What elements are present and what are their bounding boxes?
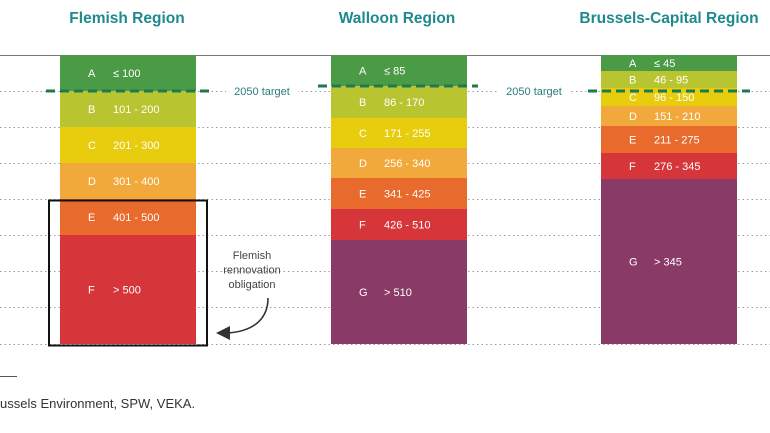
flemish-band-c-range: 201 - 300 (113, 140, 159, 152)
region-titles: Flemish Region Walloon Region Brussels-Cap… (69, 10, 758, 27)
obligation-highlight-box (48, 199, 208, 347)
annotation-line-1: Flemish (233, 250, 272, 262)
target-label-bg-2 (498, 84, 570, 99)
flemish-band-c-label: C (88, 140, 96, 152)
walloon-band-f-range: 426 - 510 (384, 220, 430, 232)
walloon-band-b-range: 86 - 170 (384, 97, 424, 109)
flemish-band-a (60, 55, 196, 91)
walloon-band-e-range: 341 - 425 (384, 189, 430, 201)
brussels-band-d-label: D (629, 111, 637, 123)
brussels-band-c-range: 96 - 150 (654, 92, 694, 104)
flemish-band-a-range: ≤ 100 (113, 68, 140, 80)
walloon-band-c-range: 171 - 255 (384, 128, 430, 140)
label-bars: A ≤ 100 B 101 - 200 C 201 - 300 D 301 - 400 E 401… (60, 55, 737, 344)
walloon-band-a-label: A (359, 66, 367, 78)
annotation-line-3: obligation (228, 279, 275, 291)
walloon-band-e-label: E (359, 189, 366, 201)
annotation-line-2: rennovation (223, 265, 281, 277)
region-title-flemish: Flemish Region (69, 10, 184, 27)
brussels-band-e-label: E (629, 135, 636, 147)
brussels-band-c-label: C (629, 92, 637, 104)
flemish-band-b-range: 101 - 200 (113, 104, 159, 116)
flemish-band-e-label: E (88, 212, 95, 224)
walloon-band-d-label: D (359, 158, 367, 170)
brussels-band-b (601, 71, 737, 88)
walloon-band-a-range: ≤ 85 (384, 66, 405, 78)
brussels-band-b-range: 46 - 95 (654, 75, 688, 87)
walloon-band-e (331, 178, 467, 209)
flemish-band-b (60, 91, 196, 127)
brussels-band-d-range: 151 - 210 (654, 111, 700, 123)
brussels-band-g (601, 179, 737, 344)
walloon-band-d-range: 256 - 340 (384, 158, 430, 170)
flemish-band-b-label: B (88, 104, 95, 116)
flemish-band-c (60, 127, 196, 163)
walloon-band-f-label: F (359, 220, 366, 232)
arrow-head-icon (216, 326, 230, 340)
brussels-band-f-label: F (629, 161, 636, 173)
region-title-walloon: Walloon Region (339, 10, 456, 27)
flemish-band-e-range: 401 - 500 (113, 212, 159, 224)
flemish-band-f (60, 235, 196, 344)
annotation-arrow (225, 297, 269, 334)
brussels-band-a (601, 55, 737, 71)
walloon-band-b-label: B (359, 97, 366, 109)
target-label-2: 2050 target (506, 86, 562, 98)
target-label-1: 2050 target (234, 86, 290, 98)
brussels-band-g-range: > 345 (654, 257, 682, 269)
walloon-band-g-label: G (359, 287, 368, 299)
brussels-band-d (601, 106, 737, 126)
walloon-band-g-range: > 510 (384, 287, 412, 299)
brussels-band-f (601, 153, 737, 179)
flemish-band-f-label: F (88, 285, 95, 297)
walloon-band-g (331, 240, 467, 344)
walloon-band-b (331, 86, 467, 118)
flemish-band-e (60, 199, 196, 235)
brussels-band-e (601, 126, 737, 153)
flemish-band-d (60, 163, 196, 199)
brussels-band-f-range: 276 - 345 (654, 161, 700, 173)
brussels-band-e-range: 211 - 275 (654, 135, 700, 147)
walloon-band-d (331, 148, 467, 178)
flemish-band-d-range: 301 - 400 (113, 176, 159, 188)
source-note: ussels Environment, SPW, VEKA. (0, 396, 195, 411)
walloon-band-a (331, 55, 467, 86)
walloon-band-c-label: C (359, 128, 367, 140)
brussels-band-g-label: G (629, 257, 638, 269)
walloon-band-c (331, 118, 467, 148)
brussels-band-b-label: B (629, 75, 636, 87)
target-label-bg-1 (226, 84, 298, 99)
flemish-band-f-range: > 500 (113, 285, 141, 297)
walloon-band-f (331, 209, 467, 240)
flemish-band-d-label: D (88, 176, 96, 188)
region-title-brussels: Brussels-Capital Region (579, 10, 758, 27)
brussels-band-a-label: A (629, 58, 637, 70)
flemish-band-a-label: A (88, 68, 96, 80)
brussels-band-a-range: ≤ 45 (654, 58, 675, 70)
overlay: 2050 target 2050 target Flemish rennovation… (0, 84, 750, 411)
